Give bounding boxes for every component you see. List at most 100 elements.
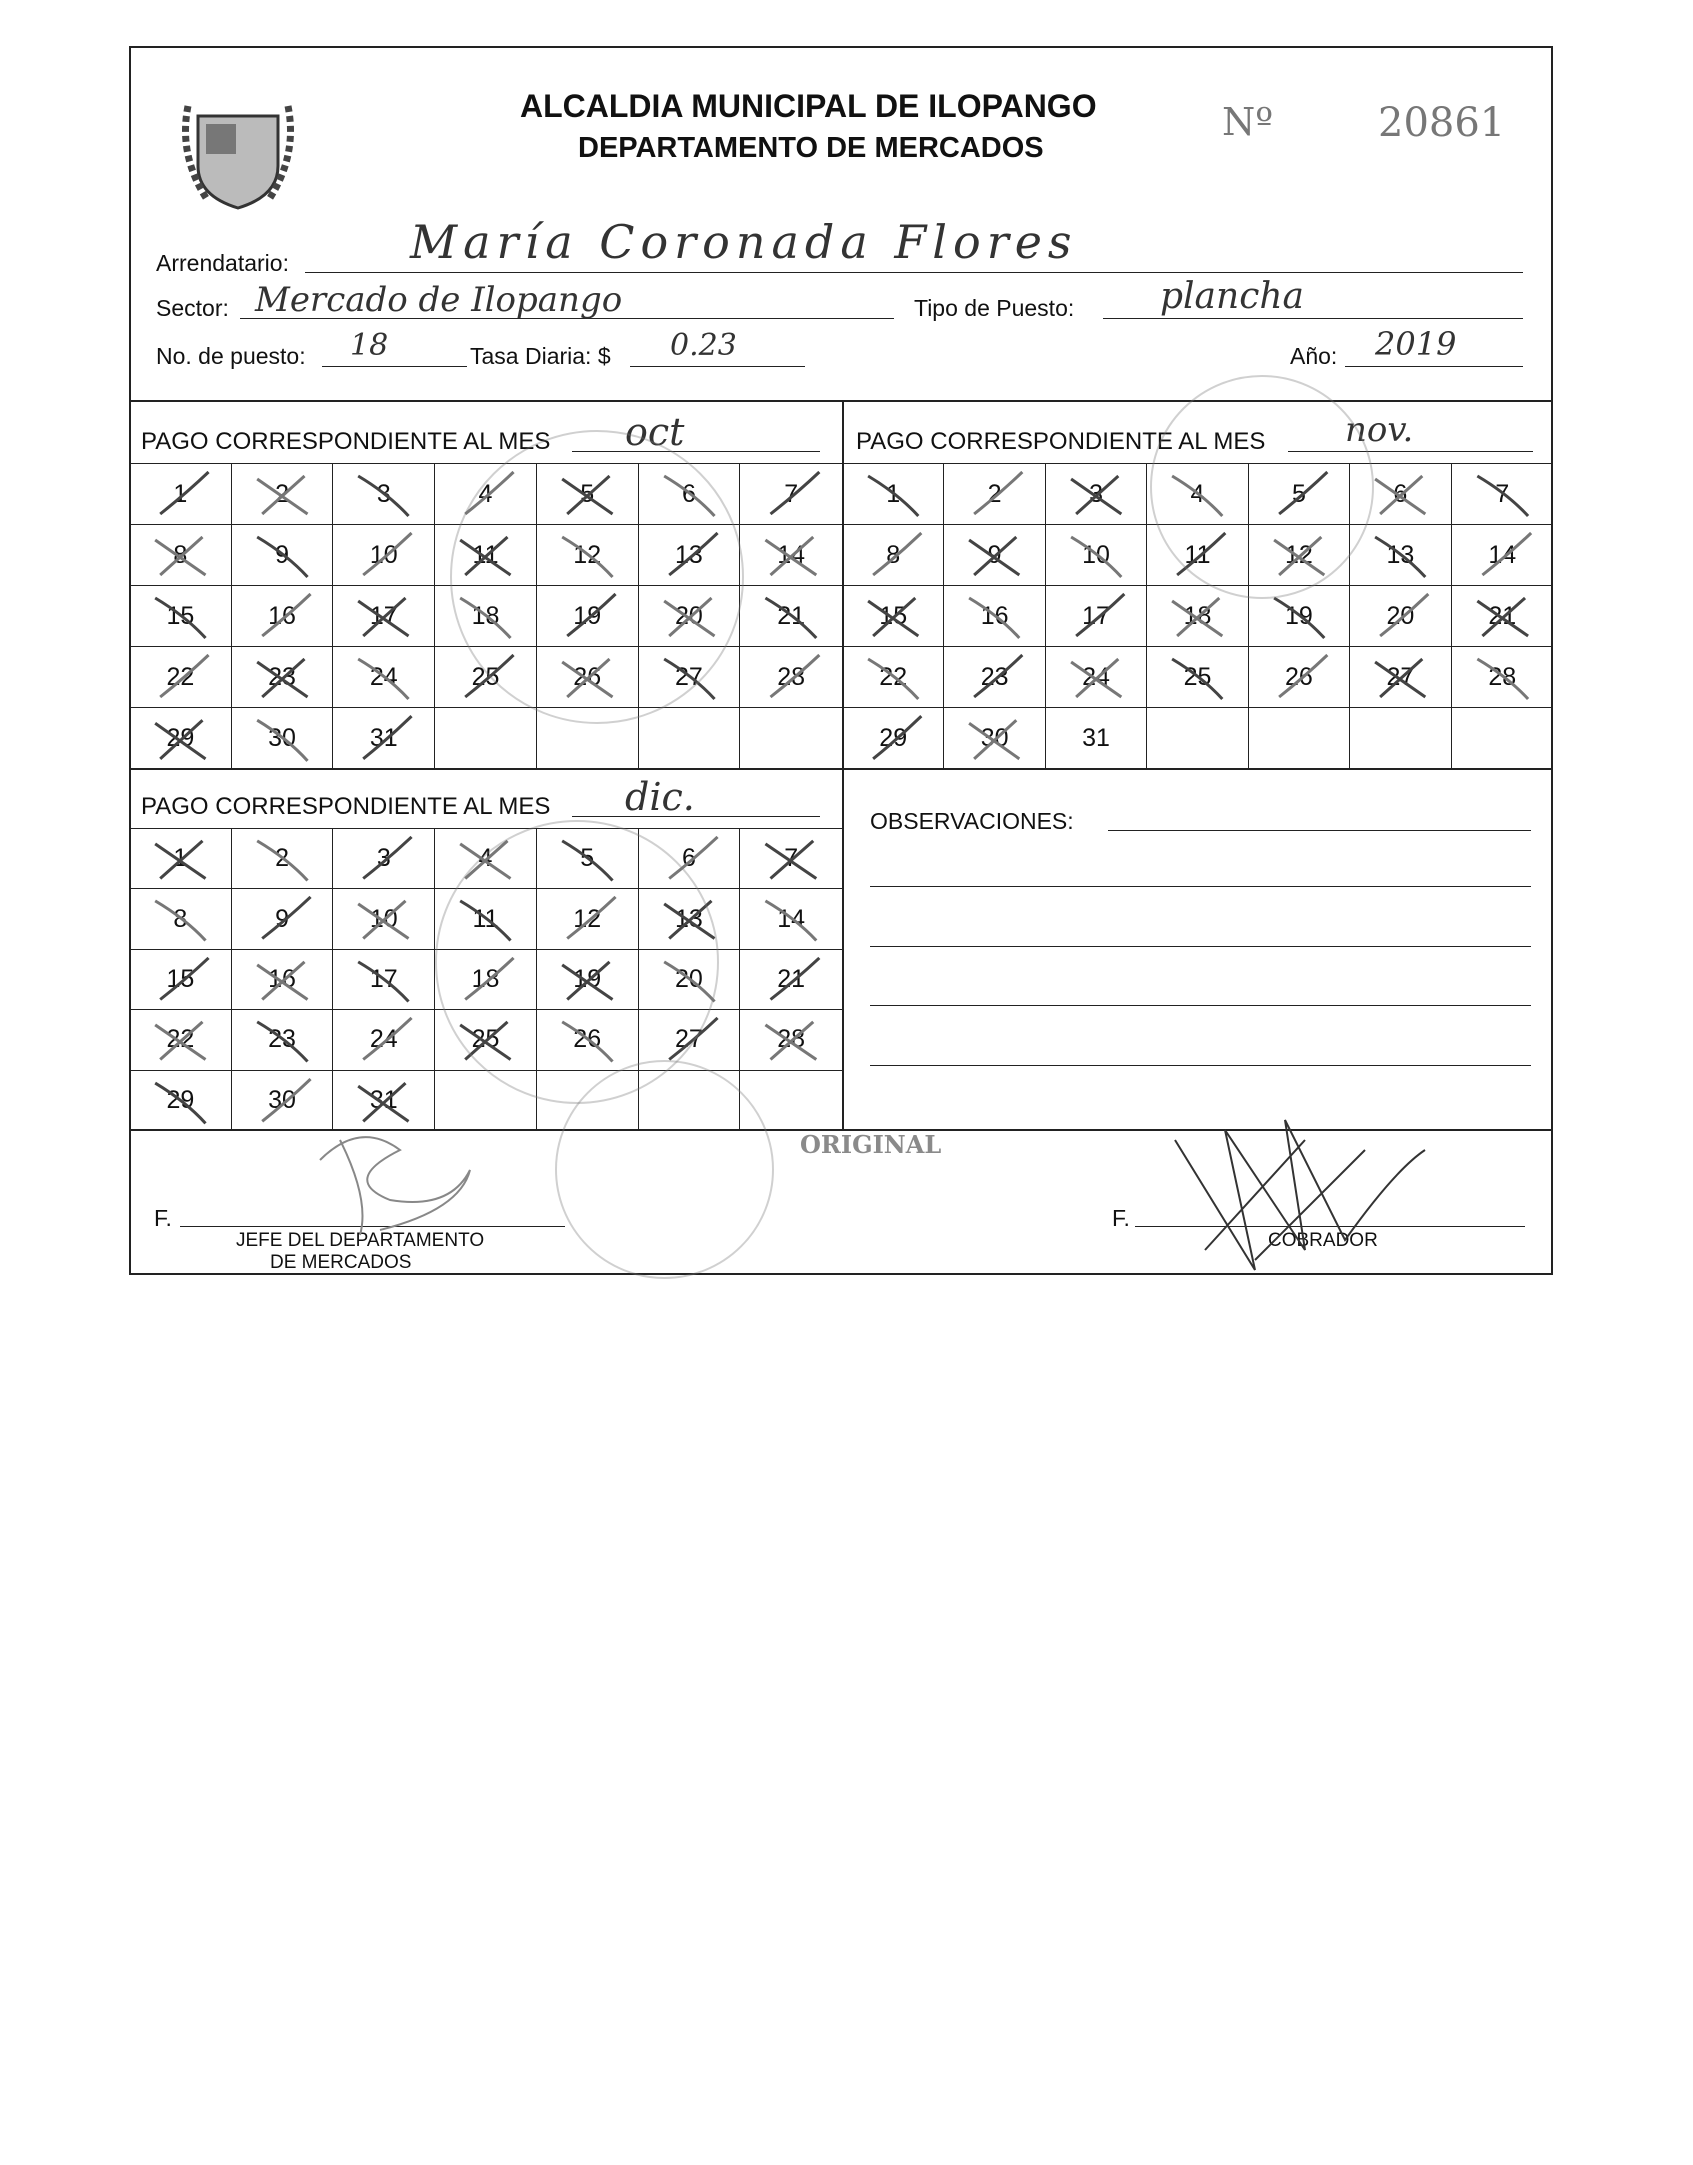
empty-cell — [1452, 708, 1553, 769]
day-number: 3 — [1089, 479, 1104, 508]
signature-line-jefe[interactable] — [180, 1226, 565, 1227]
day-cell[interactable]: 28 — [740, 1010, 842, 1071]
month-line — [572, 816, 820, 817]
day-cell[interactable]: 27 — [1350, 647, 1452, 708]
observaciones-line[interactable] — [870, 1005, 1531, 1006]
day-cell[interactable]: 10 — [333, 525, 436, 586]
day-number: 15 — [879, 601, 908, 630]
month-label: PAGO CORRESPONDIENTE AL MES — [141, 428, 551, 455]
day-cell[interactable]: 31 — [1046, 708, 1148, 769]
day-cell[interactable]: 1 — [130, 829, 232, 890]
day-cell[interactable]: 9 — [231, 525, 334, 586]
day-cell[interactable]: 21 — [1451, 586, 1553, 647]
day-cell[interactable]: 20 — [1350, 586, 1452, 647]
tipo-puesto-value[interactable]: plancha — [1160, 276, 1305, 317]
day-cell[interactable]: 25 — [1147, 647, 1249, 708]
day-cell[interactable]: 10 — [1045, 525, 1148, 586]
day-cell[interactable]: 29 — [843, 708, 945, 769]
day-cell[interactable]: 24 — [333, 1010, 436, 1071]
day-cell[interactable]: 23 — [944, 647, 1046, 708]
day-cell[interactable]: 16 — [944, 586, 1046, 647]
day-cell[interactable]: 2 — [231, 829, 334, 890]
receipt-form — [129, 46, 1553, 1275]
day-cell[interactable]: 3 — [333, 464, 436, 525]
day-cell[interactable]: 28 — [740, 647, 842, 708]
day-cell[interactable]: 29 — [130, 1070, 232, 1131]
day-number: 29 — [166, 1086, 195, 1115]
month-value[interactable]: dic. — [625, 775, 695, 819]
day-cell[interactable]: 8 — [130, 889, 232, 950]
observaciones-line[interactable] — [870, 886, 1531, 887]
day-cell[interactable]: 17 — [333, 586, 436, 647]
day-cell[interactable]: 10 — [333, 889, 436, 950]
day-cell[interactable]: 3 — [1045, 464, 1148, 525]
day-number: 29 — [166, 724, 195, 752]
day-number: 22 — [166, 1025, 195, 1054]
day-number: 17 — [369, 601, 398, 630]
anio-label: Año: — [1290, 343, 1338, 369]
day-number: 22 — [879, 662, 908, 691]
day-cell[interactable]: 17 — [333, 949, 436, 1011]
signature-line-cobrador[interactable] — [1135, 1226, 1525, 1227]
arrendatario-value[interactable]: María Coronada Flores — [410, 215, 1078, 269]
day-cell[interactable]: 28 — [1451, 647, 1553, 708]
day-cell[interactable]: 15 — [843, 586, 945, 647]
day-cell[interactable]: 30 — [232, 708, 334, 769]
day-cell[interactable]: 24 — [1045, 647, 1148, 708]
day-number: 28 — [777, 662, 806, 691]
day-cell[interactable]: 2 — [944, 464, 1046, 525]
day-cell[interactable]: 21 — [740, 586, 842, 647]
day-cell[interactable]: 15 — [130, 586, 232, 647]
day-cell[interactable]: 14 — [740, 889, 842, 950]
day-cell[interactable]: 14 — [740, 525, 842, 586]
observaciones-line[interactable] — [870, 1065, 1531, 1066]
day-cell[interactable]: 23 — [231, 1010, 334, 1071]
day-number: 24 — [369, 1025, 398, 1054]
day-cell[interactable]: 22 — [843, 647, 945, 708]
empty-cell — [537, 708, 639, 769]
day-cell[interactable]: 8 — [843, 525, 945, 586]
observaciones-line[interactable] — [1108, 830, 1531, 831]
day-cell[interactable]: 7 — [740, 829, 842, 890]
day-cell[interactable]: 31 — [333, 708, 436, 769]
day-cell[interactable]: 24 — [333, 647, 436, 708]
jefe-signature — [319, 1136, 471, 1236]
day-cell[interactable]: 21 — [740, 950, 842, 1011]
day-cell[interactable]: 14 — [1451, 525, 1553, 586]
day-cell[interactable]: 1 — [130, 464, 232, 525]
day-cell[interactable]: 15 — [130, 949, 232, 1011]
day-cell[interactable]: 9 — [231, 889, 334, 950]
day-cell[interactable]: 7 — [740, 464, 842, 525]
day-cell[interactable]: 16 — [231, 949, 334, 1011]
day-cell[interactable]: 3 — [333, 829, 436, 890]
day-cell[interactable]: 13 — [1350, 525, 1452, 586]
day-cell[interactable]: 17 — [1045, 586, 1148, 647]
day-cell[interactable]: 1 — [843, 464, 945, 525]
observaciones-line[interactable] — [870, 946, 1531, 947]
day-cell[interactable]: 22 — [130, 1010, 232, 1071]
puesto-value[interactable]: 18 — [350, 328, 389, 363]
day-cell[interactable]: 7 — [1451, 464, 1553, 525]
day-number: 31 — [1082, 724, 1110, 752]
day-cell[interactable]: 8 — [130, 525, 232, 586]
day-number: 8 — [173, 540, 188, 569]
day-number: 15 — [166, 601, 195, 630]
number-label: Nº — [1222, 100, 1274, 144]
day-number: 25 — [1183, 662, 1212, 691]
day-number: 3 — [376, 844, 391, 873]
tipo-puesto-line — [1103, 318, 1523, 319]
day-cell[interactable]: 22 — [130, 647, 232, 708]
day-cell[interactable]: 30 — [944, 708, 1046, 769]
day-cell[interactable]: 16 — [231, 586, 334, 647]
day-cell[interactable]: 9 — [944, 525, 1046, 586]
day-number: 2 — [275, 844, 290, 873]
municipal-seal-stamp — [555, 1060, 774, 1279]
day-cell[interactable]: 2 — [231, 464, 334, 525]
day-cell[interactable]: 26 — [1248, 647, 1351, 708]
day-number: 16 — [268, 964, 296, 993]
anio-value[interactable]: 2019 — [1375, 325, 1457, 363]
sector-value[interactable]: Mercado de Ilopango — [255, 280, 623, 320]
tasa-value[interactable]: 0.23 — [670, 328, 737, 363]
day-cell[interactable]: 29 — [130, 708, 232, 769]
day-cell[interactable]: 23 — [231, 647, 334, 708]
